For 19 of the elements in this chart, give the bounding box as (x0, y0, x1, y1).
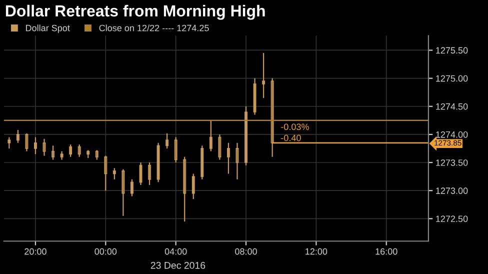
x-tick-label: 08:00 (235, 248, 257, 255)
y-tick-label: 1273.50 (436, 159, 468, 166)
y-tick-label: 1275.50 (436, 47, 468, 54)
y-tick-label: 1272.50 (436, 216, 468, 222)
x-tick-label: 16:00 (376, 248, 398, 255)
x-axis-title: 23 Dec 2016 (150, 262, 206, 269)
chart-title: Dollar Retreats from Morning High (6, 4, 265, 20)
x-tick-label: 04:00 (164, 248, 187, 255)
y-tick-label: 1274.50 (436, 103, 468, 110)
y-tick-label: 1273.00 (436, 188, 468, 194)
x-tick-label: 12:00 (306, 248, 328, 255)
x-tick-label: 20:00 (24, 248, 46, 255)
x-tick-label: 00:00 (94, 248, 117, 255)
y-tick-label: 1275.00 (436, 75, 468, 82)
annotation: -0.40 (281, 134, 301, 142)
legend-label: Dollar Spot (26, 24, 70, 34)
legend-label: Close on 12/22 ---- 1274.25 (99, 24, 209, 32)
annotation: -0.03% (281, 124, 309, 130)
y-tick-label: 1274.00 (436, 131, 468, 138)
